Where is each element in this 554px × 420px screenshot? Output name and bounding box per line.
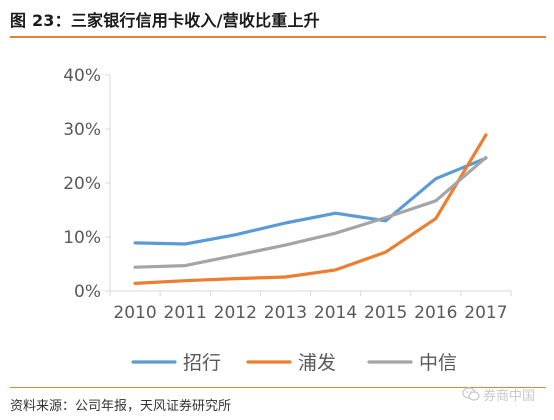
legend-label: 浦发 xyxy=(298,352,336,374)
footer-divider xyxy=(10,387,546,388)
legend-label: 招行 xyxy=(183,352,221,374)
x-tick-label: 2013 xyxy=(264,303,307,323)
line-chart: 0% 10% 20% 30% 40% 2010 2011 2012 2013 2014 2015 20… xyxy=(63,66,512,374)
watermark: 券商中国 xyxy=(462,385,536,404)
x-tick-label: 2017 xyxy=(464,303,507,323)
title-divider xyxy=(10,36,546,38)
chart-series xyxy=(133,133,488,285)
y-tick-label: 0% xyxy=(74,282,101,302)
x-tick-label: 2010 xyxy=(113,303,156,323)
x-tick-label: 2012 xyxy=(214,303,257,323)
y-tick-label: 10% xyxy=(63,228,101,248)
x-tick-label: 2016 xyxy=(414,303,457,323)
wechat-icon xyxy=(462,387,480,401)
x-tick-label: 2014 xyxy=(314,303,357,323)
x-tick-label: 2015 xyxy=(364,303,407,323)
y-tick-label: 30% xyxy=(63,120,101,140)
chart-legend: 招行 浦发 中信 xyxy=(131,352,457,374)
chart-axes: 0% 10% 20% 30% 40% 2010 2011 2012 2013 2014 2015 20… xyxy=(63,66,512,323)
legend-label: 中信 xyxy=(419,352,457,374)
series-line-3 xyxy=(133,156,488,269)
watermark-text: 券商中国 xyxy=(483,388,536,404)
figure-title: 图 23：三家银行信用卡收入/营收比重上升 xyxy=(10,11,320,30)
series-line-1 xyxy=(133,156,488,246)
series-line-2 xyxy=(133,133,488,285)
y-tick-label: 40% xyxy=(63,66,101,86)
source-note: 资料来源：公司年报，天风证券研究所 xyxy=(10,399,232,414)
y-tick-label: 20% xyxy=(63,174,101,194)
x-tick-label: 2011 xyxy=(164,303,207,323)
